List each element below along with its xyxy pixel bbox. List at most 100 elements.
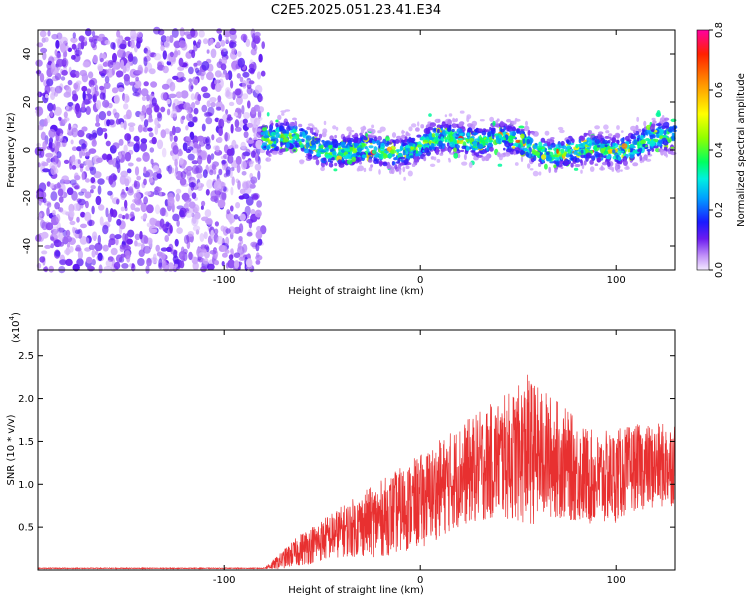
heatmap-cell [235,96,243,105]
heatmap-cell [564,160,570,167]
heatmap-cell [168,93,177,99]
heatmap-cell [104,75,110,84]
heatmap-cell [337,151,342,156]
y-tick-label: -20 [22,190,33,206]
heatmap-cell [429,140,432,144]
heatmap-cell [76,146,82,152]
heatmap-cell [133,79,142,89]
heatmap-cell [188,82,194,92]
heatmap-cell [113,261,121,270]
heatmap-cell [255,259,261,265]
heatmap-cell [364,146,368,150]
y-tick-label: 0.5 [18,523,34,534]
heatmap-cell [51,33,59,40]
heatmap-cell [88,244,96,250]
heatmap-cell [60,76,66,81]
heatmap-cell [75,80,82,85]
heatmap-cell [337,145,342,149]
heatmap-cell [573,167,579,171]
heatmap-cell [494,123,499,128]
heatmap-cell [143,81,149,87]
heatmap-cell [637,143,640,149]
heatmap-cell [352,138,359,144]
heatmap-cell [210,229,214,240]
heatmap-cell [289,121,295,127]
heatmap-cell [205,143,211,150]
heatmap-cell [172,75,179,80]
heatmap-cell [112,52,117,63]
heatmap-cell [46,157,52,163]
heatmap-cell [74,229,81,235]
heatmap-cell [220,39,226,47]
y-tick-label: 1.0 [18,480,34,491]
heatmap-cell [402,166,406,173]
heatmap-cell [206,100,211,108]
heatmap-cell [333,168,338,172]
heatmap-cell [39,30,47,38]
heatmap-cell [556,148,559,154]
heatmap-cell [50,110,54,117]
heatmap-cell [663,130,667,136]
heatmap-cell [200,150,208,161]
heatmap-cell [140,202,147,213]
heatmap-cell [67,102,74,107]
heatmap-cell [642,143,646,148]
heatmap-cell [241,105,245,115]
heatmap-cell [244,205,251,216]
heatmap-cell [105,207,109,218]
heatmap-cell [67,79,73,86]
heatmap-cell [651,147,655,152]
heatmap-cell [203,38,209,45]
heatmap-cell [418,147,422,151]
heatmap-cell [146,204,154,214]
heatmap-cell [113,94,120,105]
heatmap-cell [81,150,86,157]
heatmap-cell [97,234,102,245]
heatmap-cell [118,151,122,160]
heatmap-cell [91,129,97,140]
heatmap-cell [97,37,103,42]
heatmap-cell [332,125,337,130]
heatmap-cell [385,135,390,143]
colorbar-tick-label: 0.8 [714,22,725,38]
heatmap-cell [216,28,223,34]
heatmap-cell [224,131,228,142]
heatmap-cell [62,118,68,124]
heatmap-cell [632,140,638,145]
heatmap-cell [378,160,383,167]
heatmap-cell [46,115,51,123]
heatmap-cell [471,120,478,127]
heatmap-cell [80,211,86,218]
heatmap-cell [658,139,663,145]
heatmap-cell [404,136,408,141]
heatmap-cell [46,181,51,187]
heatmap-cell [172,125,176,136]
heatmap-cell [477,143,484,150]
heatmap-cell [48,265,54,273]
heatmap-cell [455,118,458,122]
heatmap-cell [236,73,241,79]
heatmap-cell [597,133,603,140]
heatmap-cell [641,128,645,133]
heatmap-cell [398,156,406,160]
heatmap-cell [322,128,328,134]
heatmap-cell [414,153,421,157]
heatmap-cell [98,204,105,211]
heatmap-cell [405,132,410,136]
heatmap-cell [522,138,526,145]
heatmap-cell [563,151,567,156]
heatmap-cell [594,125,600,130]
heatmap-cell [479,134,482,141]
heatmap-cell [85,133,92,139]
heatmap-cell [173,259,180,265]
heatmap-cell [104,132,108,140]
heatmap-cell [225,72,229,81]
heatmap-cell [453,152,459,159]
heatmap-cell [239,252,246,261]
y-tick-label: 2.0 [18,394,34,405]
heatmap-cell [39,73,45,83]
heatmap-cell [367,134,374,138]
heatmap-cell [91,139,97,147]
heatmap-cell [132,91,140,97]
heatmap-cell [162,262,170,272]
